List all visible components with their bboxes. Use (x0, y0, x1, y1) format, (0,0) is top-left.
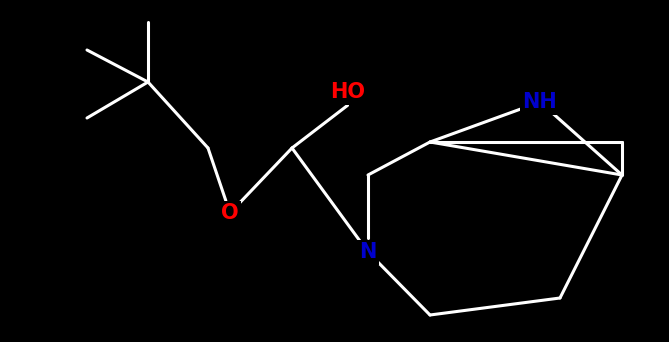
Text: NH: NH (522, 92, 557, 112)
Text: HO: HO (330, 82, 365, 102)
Text: O: O (221, 203, 239, 223)
Text: N: N (359, 242, 377, 262)
